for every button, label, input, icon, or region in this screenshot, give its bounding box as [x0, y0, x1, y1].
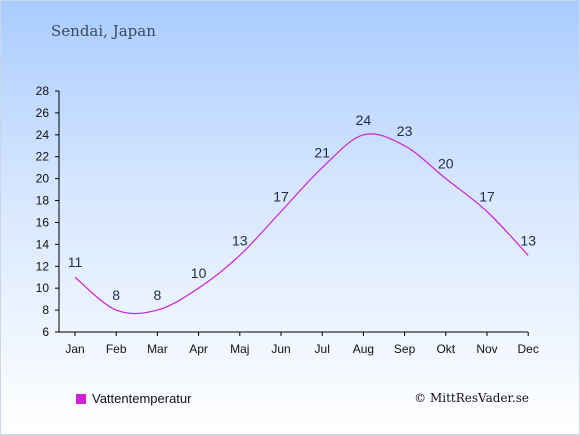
data-label: 17: [273, 189, 289, 205]
data-label: 11: [68, 254, 83, 270]
x-tick-label: Apr: [189, 342, 208, 356]
x-tick-label: Aug: [353, 342, 374, 356]
data-label: 8: [154, 287, 162, 303]
y-tick-label: 28: [36, 84, 50, 98]
y-tick-label: 26: [36, 106, 50, 120]
chart-title: Sendai, Japan: [51, 22, 156, 40]
x-tick-label: Dec: [518, 342, 539, 356]
x-tick-label: Maj: [230, 342, 249, 356]
y-tick-label: 22: [36, 150, 50, 164]
x-tick-label: Okt: [436, 342, 455, 356]
data-label: 13: [520, 232, 536, 248]
y-tick-label: 12: [36, 259, 50, 273]
legend-swatch: [76, 393, 86, 404]
x-tick-label: Jun: [271, 342, 290, 356]
data-label: 13: [232, 232, 248, 248]
data-label: 17: [479, 189, 495, 205]
y-tick-label: 18: [36, 194, 50, 208]
y-tick-label: 16: [36, 215, 50, 229]
y-tick-label: 10: [36, 281, 50, 295]
y-tick-label: 20: [36, 172, 50, 186]
series-line-vattentemperatur: [74, 133, 529, 315]
y-tick-label: 8: [42, 303, 49, 317]
data-label: 23: [397, 123, 413, 139]
data-label: 20: [438, 156, 454, 172]
x-tick-label: Feb: [106, 342, 127, 356]
x-tick-label: Sep: [394, 342, 416, 356]
y-tick-label: 6: [42, 325, 49, 339]
x-tick-label: Jul: [315, 342, 330, 356]
data-label: 10: [191, 265, 207, 281]
y-tick-label: 24: [36, 128, 50, 142]
copyright-credit: © MittResVader.se: [414, 391, 529, 405]
y-tick-label: 14: [36, 237, 50, 251]
x-tick-label: Mar: [147, 342, 168, 356]
x-tick-label: Jan: [65, 342, 84, 356]
x-tick-label: Nov: [476, 342, 497, 356]
legend-label: Vattentemperatur: [92, 391, 192, 406]
legend: Vattentemperatur: [76, 391, 191, 406]
data-label: 8: [112, 287, 120, 303]
data-label: 24: [356, 112, 372, 128]
data-label: 21: [314, 145, 330, 161]
